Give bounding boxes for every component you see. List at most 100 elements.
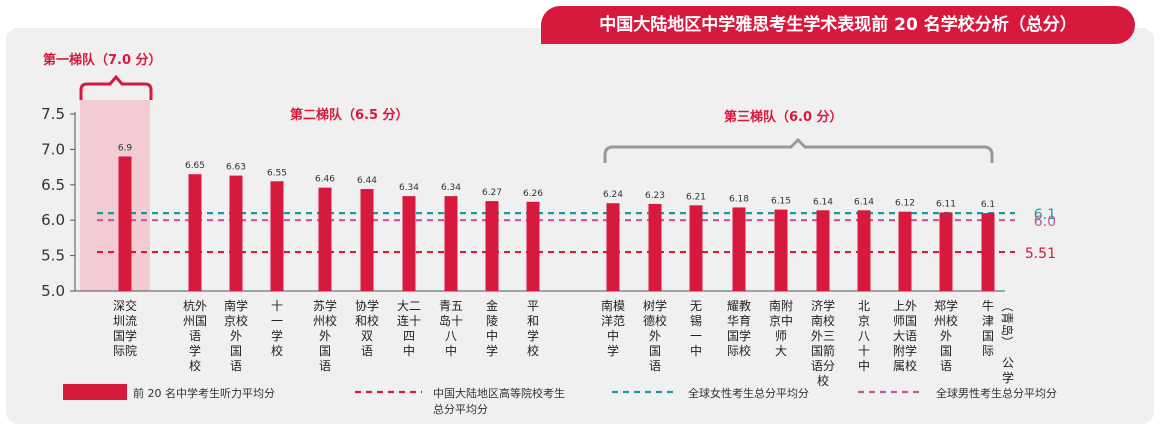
category-label: 国 — [940, 344, 952, 358]
reference-label-0: 5.51 — [1025, 246, 1056, 262]
category-label: 苏学 — [313, 298, 337, 313]
legend-label-1: 中国大陆地区高等院校考生 — [433, 386, 565, 400]
category-label-side: 公 — [1002, 356, 1014, 370]
category-label: 附学 — [893, 343, 917, 358]
legend-bar-swatch — [63, 384, 127, 400]
value-label-14: 6.15 — [771, 197, 791, 207]
category-label: 无 — [690, 299, 702, 313]
category-label: 学 — [189, 343, 201, 358]
tier-label-0: 第一梯队（7.0 分） — [43, 52, 162, 68]
category-label: 和 — [527, 314, 539, 328]
category-label: 属校 — [893, 358, 917, 373]
category-label: 南校 — [811, 313, 835, 328]
bar-8 — [485, 201, 499, 291]
bar-17 — [898, 211, 912, 291]
category-label: 十 — [271, 299, 283, 313]
value-label-7: 6.34 — [441, 183, 461, 193]
category-label: 际院 — [113, 344, 137, 358]
category-label: 平 — [527, 299, 539, 313]
category-label: 锡 — [690, 313, 702, 328]
category-label: 一 — [271, 314, 283, 328]
category-label: 津 — [982, 314, 994, 328]
first-tier-bracket — [79, 74, 153, 100]
category-label: 师国 — [893, 314, 917, 328]
category-label: 岛十 — [439, 313, 463, 328]
category-label: 陵 — [486, 314, 498, 328]
category-label: 八 — [445, 329, 457, 343]
value-label-4: 6.46 — [315, 175, 335, 185]
category-label: 京中 — [769, 313, 793, 328]
category-label: 中 — [445, 343, 457, 358]
category-label: 连十 — [397, 313, 421, 328]
category-label: 京校 — [224, 313, 248, 328]
category-label: 南附 — [769, 298, 793, 313]
bar-7 — [444, 196, 458, 291]
legend-label-3: 全球男性考生总分平均分 — [936, 386, 1057, 400]
category-label: 八 — [858, 329, 870, 343]
category-label: 深交 — [113, 298, 137, 313]
value-label-3: 6.55 — [267, 168, 287, 178]
category-label-side: （青岛） — [1000, 300, 1015, 348]
category-label: 耀教 — [727, 298, 751, 313]
category-label: 国学 — [727, 328, 751, 343]
bar-15 — [816, 210, 830, 291]
category-label: 语 — [361, 344, 373, 358]
bar-4 — [318, 187, 332, 291]
category-label: 中 — [403, 343, 415, 358]
category-label-side: 学 — [1002, 370, 1014, 385]
category-label: 大二 — [397, 299, 421, 313]
value-label-16: 6.14 — [854, 197, 874, 207]
category-label: 语 — [189, 329, 201, 343]
first-tier-highlight — [80, 100, 150, 291]
category-label: 师 — [775, 329, 787, 343]
category-label: 国 — [319, 344, 331, 358]
bar-10 — [606, 203, 620, 291]
value-label-6: 6.34 — [399, 183, 419, 193]
category-label: 济学 — [811, 298, 835, 313]
category-label: 外 — [649, 329, 661, 343]
category-label: 中 — [607, 328, 619, 343]
value-label-1: 6.65 — [185, 161, 205, 171]
value-label-18: 6.11 — [936, 199, 956, 209]
category-label: 郑学 — [934, 298, 958, 313]
category-label: 语 — [940, 359, 952, 373]
category-label: 华育 — [727, 313, 751, 328]
category-label: 大语 — [893, 329, 917, 343]
bar-9 — [526, 201, 540, 291]
bar-6 — [402, 196, 416, 291]
bar-19 — [981, 213, 995, 291]
value-label-13: 6.18 — [729, 194, 749, 204]
y-tick-label: 5.0 — [41, 282, 65, 300]
category-label: 牛 — [982, 298, 994, 313]
category-label: 州国 — [183, 314, 207, 328]
category-label: 语 — [319, 359, 331, 373]
category-label: 四 — [403, 329, 415, 343]
category-label: 州校 — [934, 313, 958, 328]
reference-label-2: 6.0 — [1034, 214, 1056, 230]
category-label: 语 — [230, 359, 242, 373]
bar-11 — [648, 203, 662, 291]
bar-1 — [188, 174, 202, 291]
y-tick-label: 6.5 — [41, 176, 65, 194]
category-label: 学 — [486, 343, 498, 358]
bar-2 — [229, 175, 243, 291]
category-label: 学 — [607, 343, 619, 358]
category-label: 中 — [486, 328, 498, 343]
category-label: 外 — [319, 329, 331, 343]
category-label: 校 — [527, 343, 539, 358]
value-label-12: 6.21 — [686, 192, 706, 202]
category-label: 南模 — [601, 298, 625, 313]
value-label-11: 6.23 — [645, 191, 665, 201]
third-tier-bracket — [603, 137, 994, 163]
category-label: 国箭 — [811, 343, 835, 358]
category-label: 树学 — [643, 298, 667, 313]
bar-0 — [118, 156, 132, 291]
category-label: 国 — [230, 344, 242, 358]
category-label: 国 — [649, 344, 661, 358]
bar-18 — [939, 212, 953, 291]
category-label: 校 — [189, 358, 201, 373]
category-label: 州校 — [313, 313, 337, 328]
category-label: 校 — [817, 373, 829, 388]
category-label: 和校 — [355, 313, 379, 328]
